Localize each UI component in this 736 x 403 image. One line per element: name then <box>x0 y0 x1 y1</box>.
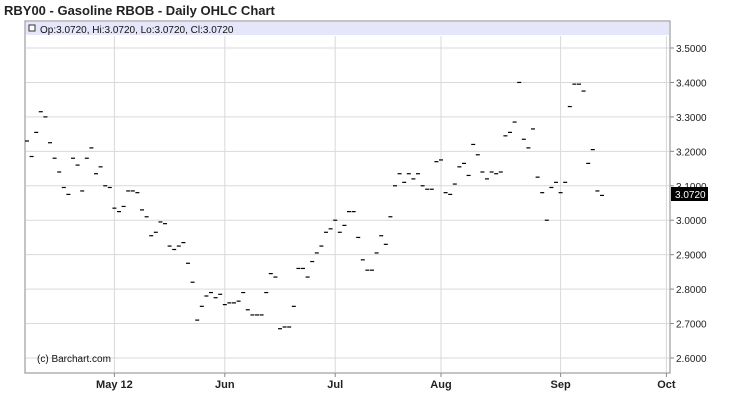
last-price-box <box>671 187 708 201</box>
x-tick-label: May 12 <box>96 379 133 391</box>
y-tick-label: 2.8000 <box>676 285 707 296</box>
price-bars <box>25 81 604 330</box>
y-tick-label: 3.0000 <box>676 216 707 227</box>
x-axis: May 12 Jun Jul Aug Sep Oct <box>96 373 676 391</box>
y-tick-label: 3.2000 <box>676 147 707 158</box>
chart-title: RBY00 - Gasoline RBOB - Daily OHLC Chart <box>4 3 275 18</box>
info-bar-toggle-icon[interactable] <box>28 24 36 32</box>
info-bar <box>26 22 669 35</box>
y-tick-label: 3.3000 <box>676 113 707 124</box>
plot-frame <box>24 20 671 374</box>
x-tick-label: Jul <box>327 379 343 391</box>
info-bar-text: Op:3.0720, Hi:3.0720, Lo:3.0720, Cl:3.07… <box>40 25 234 36</box>
x-tick-label: Jun <box>215 379 235 391</box>
last-price-label: 3.0720 <box>675 190 706 201</box>
copyright: (c) Barchart.com <box>37 354 111 365</box>
x-tick-label: Oct <box>657 379 676 391</box>
grid <box>26 36 669 372</box>
x-tick-label: Aug <box>430 379 451 391</box>
y-tick-label: 2.7000 <box>676 320 707 331</box>
x-tick-label: Sep <box>551 379 571 391</box>
y-tick-label: 3.5000 <box>676 44 707 55</box>
y-axis: 3.50003.40003.30003.20003.10003.00002.90… <box>670 44 707 365</box>
y-tick-label: 2.9000 <box>676 251 707 262</box>
y-tick-label: 3.4000 <box>676 78 707 89</box>
y-tick-label: 2.6000 <box>676 354 707 365</box>
